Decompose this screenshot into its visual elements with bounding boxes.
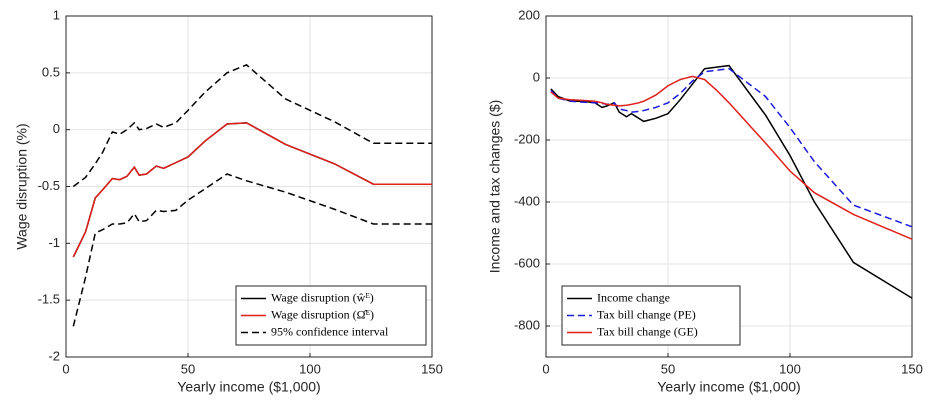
legend-label: Wage disruption (ŵᴱ) bbox=[271, 290, 374, 304]
y-tick-label: 200 bbox=[518, 7, 540, 22]
y-tick-label: 0 bbox=[53, 121, 60, 136]
subplot: 0 50 100 150 -2 -1.5 -1 -0.5 0 0.5 1 Yearly income … bbox=[14, 7, 443, 394]
x-tick-label: 150 bbox=[901, 361, 923, 376]
series-line bbox=[72, 122, 432, 258]
y-tick-label: -600 bbox=[514, 255, 540, 270]
series-line bbox=[550, 75, 913, 240]
x-tick-label: 50 bbox=[661, 361, 675, 376]
legend: Income change Tax bill change (PE) Tax bil… bbox=[561, 285, 741, 346]
y-tick-label: 1 bbox=[53, 7, 60, 22]
y-tick-label: -1.5 bbox=[38, 292, 60, 307]
series-line bbox=[72, 64, 432, 188]
legend-label: Income change bbox=[597, 290, 670, 304]
legend-box bbox=[235, 285, 427, 346]
subplot: 0 50 100 150 -800 -600 -400 -200 0 200 Yearly inco… bbox=[487, 7, 923, 394]
y-axis-label: Wage disruption (%) bbox=[14, 123, 30, 249]
x-tick-label: 50 bbox=[181, 361, 195, 376]
axes-box bbox=[65, 15, 433, 358]
legend-label: Tax bill change (PE) bbox=[597, 307, 696, 321]
x-tick-label: 150 bbox=[421, 361, 443, 376]
y-tick-label: -400 bbox=[514, 193, 540, 208]
legend-label: 95% confidence interval bbox=[271, 324, 389, 338]
x-tick-label: 0 bbox=[542, 361, 549, 376]
y-axis-label: Income and tax changes ($) bbox=[487, 100, 503, 274]
y-tick-label: -200 bbox=[514, 131, 540, 146]
series-line bbox=[550, 67, 913, 228]
x-tick-label: 0 bbox=[62, 361, 69, 376]
y-tick-label: 0 bbox=[533, 69, 540, 84]
legend-label: Tax bill change (GE) bbox=[597, 324, 698, 338]
x-axis-label: Yearly income ($1,000) bbox=[657, 379, 800, 395]
axes-box bbox=[545, 15, 913, 358]
series-line bbox=[72, 173, 432, 327]
legend: Wage disruption (ŵᴱ) Wage disruption (Ω̂ᴱ… bbox=[235, 285, 427, 346]
y-tick-label: -1 bbox=[48, 235, 60, 250]
y-tick-label: -800 bbox=[514, 317, 540, 332]
y-tick-label: -2 bbox=[48, 348, 60, 363]
x-tick-label: 100 bbox=[779, 361, 801, 376]
x-tick-label: 100 bbox=[299, 361, 321, 376]
y-tick-label: -0.5 bbox=[38, 178, 60, 193]
legend-label: Wage disruption (Ω̂ᴱ) bbox=[271, 307, 374, 321]
y-tick-label: 0.5 bbox=[42, 64, 60, 79]
x-axis-label: Yearly income ($1,000) bbox=[177, 379, 320, 395]
